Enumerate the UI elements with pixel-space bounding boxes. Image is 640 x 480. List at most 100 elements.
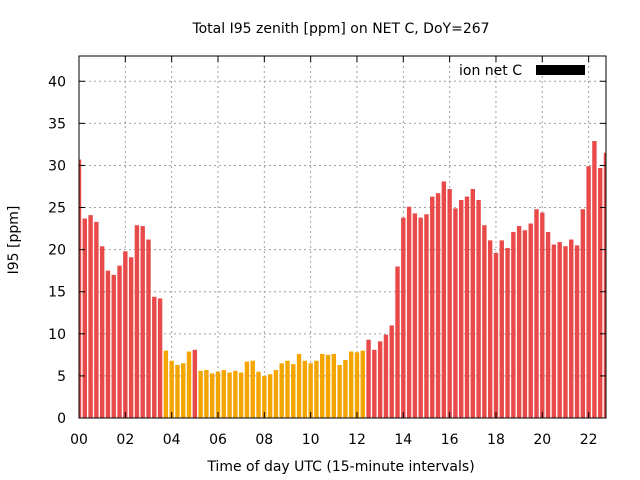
bar — [302, 360, 308, 418]
bar — [140, 226, 145, 418]
legend: ion net C — [459, 63, 585, 79]
bar — [128, 257, 134, 418]
bar — [395, 266, 400, 418]
y-tick-label: 30 — [48, 158, 66, 174]
x-tick-label: 20 — [533, 432, 551, 448]
x-tick-label: 08 — [255, 432, 273, 448]
bar — [574, 245, 580, 418]
x-tick-label: 16 — [441, 432, 459, 448]
bar — [418, 217, 423, 418]
bar — [592, 141, 597, 419]
bar — [441, 181, 447, 418]
bar — [192, 349, 198, 418]
bar — [250, 360, 255, 418]
bar — [262, 375, 267, 418]
bar — [337, 364, 342, 418]
bar — [470, 189, 476, 418]
bar — [598, 167, 603, 418]
bar — [476, 199, 481, 418]
bar — [482, 225, 487, 418]
x-tick-label: 14 — [394, 432, 412, 448]
x-tick-label: 12 — [348, 432, 366, 448]
bar — [534, 209, 539, 418]
bar — [285, 360, 290, 418]
bar — [499, 240, 504, 418]
bar — [273, 370, 279, 418]
bar — [105, 270, 111, 418]
bar — [175, 364, 180, 418]
bar — [401, 217, 406, 418]
bar — [325, 354, 331, 418]
bar — [383, 334, 389, 418]
bar — [186, 351, 192, 418]
bar — [505, 247, 510, 418]
axes: 0 5 10 15 20 25 30 35 40 00 02 04 06 08 10 12 14 16 18 20 22 — [48, 55, 607, 448]
bar — [117, 265, 122, 418]
bar — [603, 152, 606, 418]
bar — [348, 351, 354, 418]
bar — [447, 189, 452, 418]
bar — [233, 370, 238, 418]
bar — [244, 361, 250, 418]
bar — [215, 371, 221, 418]
bar — [181, 363, 186, 418]
bar — [528, 223, 533, 418]
bar — [204, 370, 209, 418]
bar — [377, 341, 383, 418]
bar — [453, 208, 458, 418]
bar — [157, 298, 163, 418]
x-tick-label: 22 — [580, 432, 598, 448]
bar — [314, 360, 319, 418]
bar — [198, 370, 203, 418]
bar — [412, 213, 418, 418]
bar — [557, 242, 562, 418]
bar — [459, 199, 464, 418]
bar — [79, 159, 82, 419]
x-tick-label: 02 — [116, 432, 134, 448]
y-tick-label: 0 — [57, 411, 66, 427]
bar — [308, 363, 313, 418]
y-tick-label: 25 — [48, 201, 66, 217]
bar — [256, 371, 261, 418]
bar — [123, 251, 128, 418]
x-tick-label: 10 — [302, 432, 320, 448]
bar — [279, 363, 284, 418]
plot-frame — [78, 55, 607, 419]
bar — [296, 354, 302, 418]
y-tick-label: 10 — [48, 327, 66, 343]
bar — [209, 373, 215, 418]
x-tick-label: 00 — [70, 432, 88, 448]
y-tick-label: 20 — [48, 243, 66, 259]
bar — [94, 221, 99, 418]
bar — [487, 240, 493, 418]
bar — [111, 274, 116, 418]
bar — [430, 196, 435, 418]
bar — [82, 218, 87, 418]
bar — [511, 231, 516, 418]
y-tick-label: 5 — [57, 369, 66, 385]
bar — [227, 372, 232, 418]
bar — [551, 244, 557, 418]
bar — [360, 350, 365, 418]
legend-swatch — [536, 65, 585, 75]
bar — [267, 374, 273, 418]
y-tick-label: 15 — [48, 285, 66, 301]
bar — [88, 215, 93, 418]
bar — [366, 339, 371, 418]
bar — [580, 209, 586, 418]
bar — [221, 370, 226, 418]
bars — [79, 141, 606, 419]
bar — [545, 231, 551, 418]
bar — [493, 252, 499, 418]
bar — [372, 349, 377, 418]
bar — [516, 226, 522, 418]
x-tick-label: 04 — [163, 432, 181, 448]
bar — [424, 214, 429, 418]
bar — [354, 352, 360, 418]
bar — [569, 239, 574, 418]
chart-title: Total I95 zenith [ppm] on NET C, DoY=267 — [191, 21, 489, 37]
bar — [586, 166, 591, 418]
bar — [540, 212, 545, 418]
bar — [238, 372, 244, 418]
